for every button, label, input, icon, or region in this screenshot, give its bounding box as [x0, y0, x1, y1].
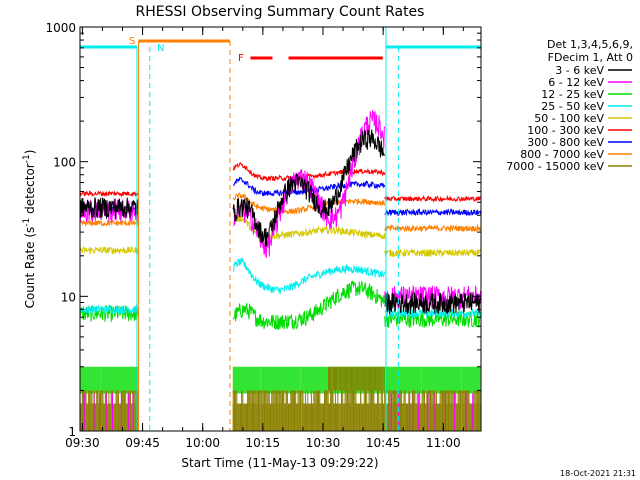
series-25-50-kev-line-1 [80, 303, 139, 315]
series-100-300-kev-line-2 [232, 162, 386, 182]
legend-label-8: 7000 - 15000 keV [506, 160, 604, 173]
series-300-800-kev-line-3 [384, 207, 481, 217]
series-7000-15000-kev-b-band [80, 390, 481, 431]
series-800-7000-kev-line-2 [232, 192, 386, 215]
series-100-300-kev-line-3 [384, 194, 481, 203]
x-tick-label-1: 09:45 [125, 436, 160, 450]
series-6-12-kev-low-spikes [83, 393, 474, 430]
state-flags: S N F [80, 27, 481, 431]
series-100-300-kev-line-1 [80, 190, 139, 198]
series-50-100-kev-line-1 [80, 245, 139, 256]
series-800-7000-kev-line-1 [80, 218, 139, 228]
legend-label-4: 50 - 100 keV [534, 112, 604, 125]
series-12-25-kev-line-2 [232, 280, 386, 331]
x-tick-label-4: 10:30 [306, 436, 341, 450]
axes [79, 26, 482, 432]
series-800-7000-kev-line-3 [384, 223, 481, 233]
legend-label-5: 100 - 300 keV [527, 124, 604, 137]
legend-label-7: 800 - 7000 keV [520, 148, 604, 161]
y-axis-ticks: 1 10 100 1000 [45, 21, 481, 439]
legend-label-1: 6 - 12 keV [548, 76, 604, 89]
x-tick-label-3: 10:15 [246, 436, 281, 450]
plot-frame [79, 26, 482, 432]
x-tick-label-0: 09:30 [65, 436, 100, 450]
legend-label-2: 12 - 25 keV [541, 88, 604, 101]
y-tick-label-0: 1 [68, 425, 76, 439]
series-3-6-kev-line-3 [384, 292, 481, 315]
series-3-6-kev-line-1 [80, 197, 139, 219]
y-tick-label-1: 10 [61, 290, 76, 304]
legend-header-line-1: Det 1,3,4,5,6,9, [547, 38, 633, 51]
y-tick-label-2: 100 [53, 156, 76, 170]
plot-area [80, 109, 481, 431]
y-tick-label-3: 1000 [45, 21, 76, 35]
legend-header-line-2: FDecim 1, Att 0 [548, 51, 633, 64]
y-axis-label: Count Rate (s-1 detector-1) [22, 150, 37, 309]
series-25-50-kev-line-3 [384, 307, 481, 320]
flare-flag-label: F [238, 53, 244, 64]
series-3-6-kev-line-2 [232, 129, 386, 247]
x-tick-label-5: 10:45 [366, 436, 401, 450]
series-group [80, 109, 481, 431]
generation-timestamp: 18-Oct-2021 21:31 [560, 469, 636, 478]
series-50-100-kev-line-3 [384, 247, 481, 258]
x-tick-label-2: 10:00 [185, 436, 220, 450]
x-axis-ticks: 09:30 09:45 10:00 10:15 10:30 10:45 11:00 [65, 27, 464, 450]
legend-label-6: 300 - 800 keV [527, 136, 604, 149]
x-tick-label-6: 11:00 [426, 436, 461, 450]
x-axis-label: Start Time (11-May-13 09:29:22) [181, 456, 378, 470]
night-flag-label: N [157, 43, 164, 54]
chart-title: RHESSI Observing Summary Count Rates [136, 4, 425, 20]
legend-label-0: 3 - 6 keV [555, 64, 604, 77]
series-25-50-kev-line-2 [232, 257, 386, 295]
series-7000-15000-kev-high [328, 366, 385, 391]
legend-label-3: 25 - 50 keV [541, 100, 604, 113]
saa-flag-label: S [129, 36, 135, 47]
